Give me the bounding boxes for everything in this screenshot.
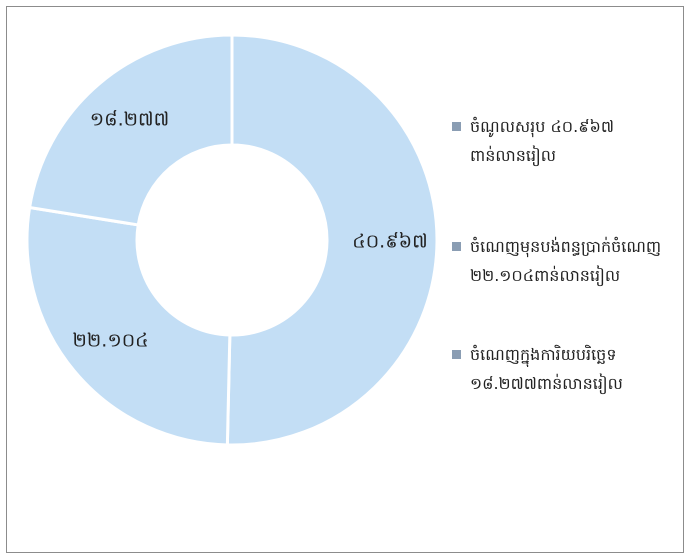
donut-slice — [225, 33, 439, 447]
donut-slice — [27, 33, 234, 227]
legend-marker — [452, 122, 461, 131]
data-label: ២២.១០៤ — [73, 330, 149, 352]
data-label: ៤០.៩៦៧ — [352, 230, 427, 252]
frame — [6, 6, 684, 553]
data-label: ១៨.២៧៧ — [90, 108, 169, 130]
legend-label: ចំណេញក្នុងការិយបរិច្ឆេទ ១៨.២៧៧ពាន់លានរៀល — [470, 345, 623, 393]
legend-entry: ចំណេញមុនបង់ពន្ធប្រាក់ចំណេញ ២២.១០៤ពាន់លាន… — [450, 232, 689, 290]
legend-entry: ចំណេញក្នុងការិយបរិច្ឆេទ ១៨.២៧៧ពាន់លានរៀល — [450, 340, 689, 398]
legend-marker — [452, 350, 461, 359]
legend-label: ចំណេញមុនបង់ពន្ធប្រាក់ចំណេញ ២២.១០៤ពាន់លាន… — [470, 237, 662, 285]
legend-marker — [452, 242, 461, 251]
legend-label: ចំណូលសរុប ៤០.៩៦៧ ពាន់លានរៀល — [470, 117, 614, 165]
legend-entry: ចំណូលសរុប ៤០.៩៦៧ ពាន់លានរៀល — [450, 112, 689, 170]
donut-slice — [25, 205, 232, 447]
